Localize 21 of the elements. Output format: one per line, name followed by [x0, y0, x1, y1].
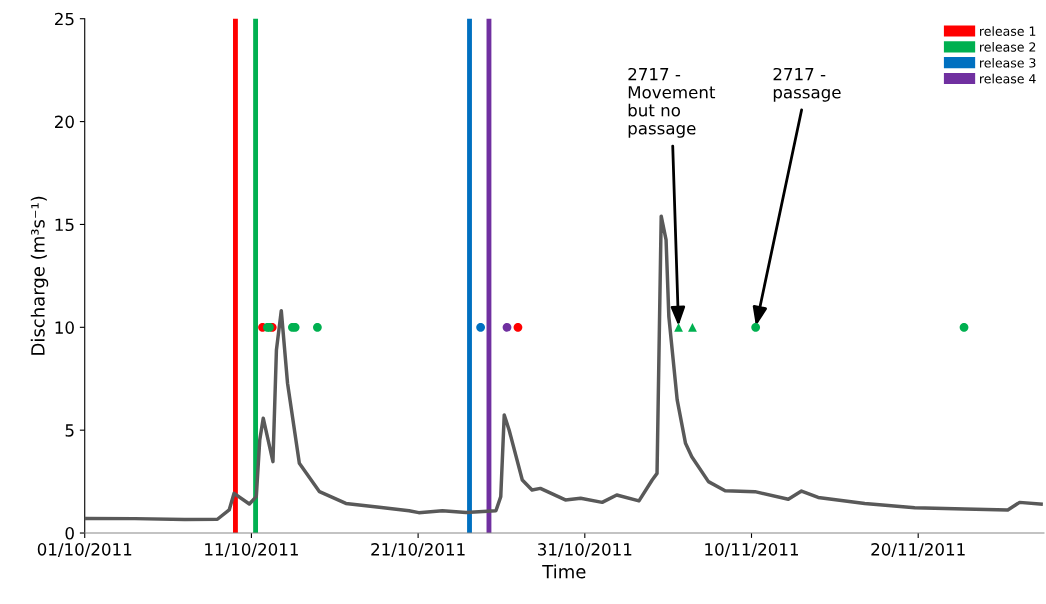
x-axis-title: Time: [542, 564, 586, 579]
line-series: [84, 214, 1043, 522]
y-tick-label: 5: [65, 424, 74, 437]
y-tick-label: 10: [55, 321, 74, 334]
y-axis-title: Discharge (m³s⁻¹): [30, 196, 49, 355]
x-tick-label: 20/11/2011: [871, 543, 965, 557]
legend-label: release 3: [980, 57, 1036, 68]
y-tick-label: 25: [55, 12, 74, 26]
y-tick-label: 15: [55, 218, 74, 232]
x-tick-label: 01/10/2011: [37, 543, 132, 557]
x-tick-label: 31/10/2011: [538, 543, 632, 557]
x-tick-label: 11/10/2011: [205, 543, 298, 557]
annotation: 2717 - Movement but no passage: [628, 67, 716, 138]
legend-label: release 4: [980, 73, 1036, 84]
x-tick-label: 21/10/2011: [371, 543, 465, 557]
annotation: 2717 - passage: [773, 67, 841, 102]
legend-label: release 1: [980, 26, 1036, 36]
y-tick-label: 20: [55, 115, 74, 129]
y-tick-label: 0: [65, 526, 74, 540]
legend-label: release 2: [980, 42, 1036, 52]
x-tick-label: 10/11/2011: [705, 543, 798, 557]
